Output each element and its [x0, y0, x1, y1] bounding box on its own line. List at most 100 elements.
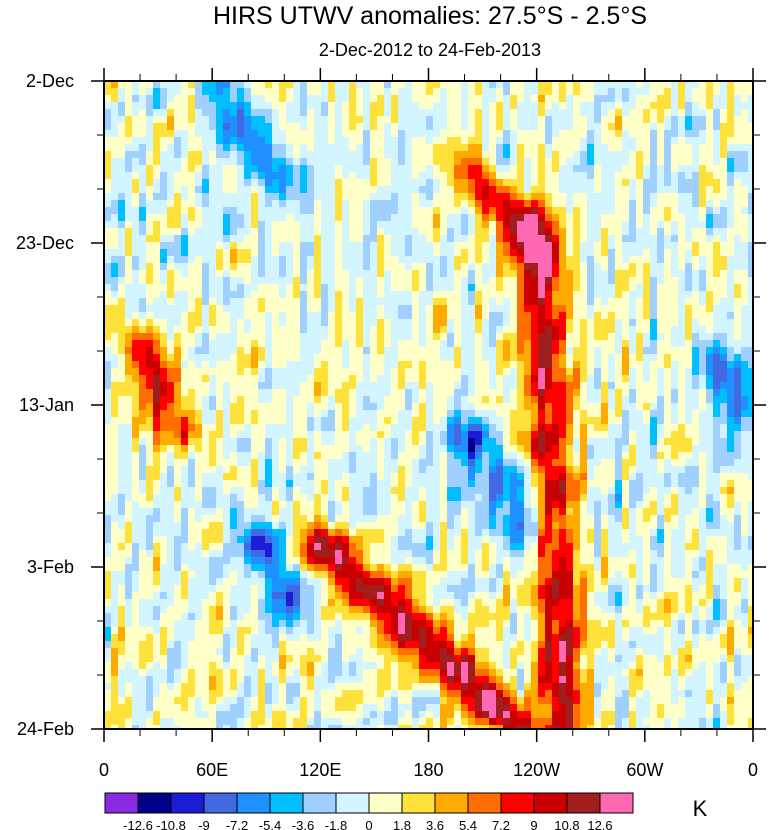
- heatmap-cell: [468, 130, 476, 138]
- heatmap-cell: [433, 291, 441, 299]
- heatmap-cell: [699, 228, 707, 236]
- heatmap-cell: [293, 312, 301, 320]
- heatmap-cell: [118, 431, 126, 439]
- heatmap-cell: [741, 410, 749, 418]
- heatmap-cell: [272, 123, 280, 131]
- heatmap-cell: [580, 137, 588, 145]
- heatmap-cell: [398, 123, 406, 131]
- heatmap-cell: [601, 88, 609, 96]
- heatmap-cell: [139, 95, 147, 103]
- heatmap-cell: [727, 340, 735, 348]
- heatmap-cell: [111, 228, 119, 236]
- heatmap-cell: [636, 403, 644, 411]
- heatmap-cell: [475, 151, 483, 159]
- heatmap-cell: [426, 340, 434, 348]
- heatmap-cell: [727, 249, 735, 257]
- heatmap-cell: [741, 417, 749, 425]
- heatmap-cell: [587, 144, 595, 152]
- heatmap-cell: [111, 382, 119, 390]
- heatmap-cell: [594, 284, 602, 292]
- heatmap-cell: [335, 228, 343, 236]
- heatmap-cell: [671, 424, 679, 432]
- heatmap-cell: [720, 200, 728, 208]
- heatmap-cell: [713, 375, 721, 383]
- heatmap-cell: [426, 137, 434, 145]
- heatmap-cell: [636, 382, 644, 390]
- heatmap-cell: [265, 123, 273, 131]
- heatmap-cell: [230, 109, 238, 117]
- heatmap-cell: [580, 116, 588, 124]
- heatmap-cell: [426, 179, 434, 187]
- heatmap-cell: [636, 137, 644, 145]
- heatmap-cell: [447, 242, 455, 250]
- heatmap-cell: [405, 424, 413, 432]
- heatmap-cell: [454, 312, 462, 320]
- heatmap-cell: [167, 347, 175, 355]
- heatmap-cell: [258, 151, 266, 159]
- heatmap-cell: [447, 193, 455, 201]
- heatmap-cell: [524, 207, 532, 215]
- heatmap-cell: [657, 347, 665, 355]
- heatmap-cell: [104, 319, 112, 327]
- heatmap-cell: [594, 326, 602, 334]
- heatmap-cell: [482, 214, 490, 222]
- heatmap-cell: [125, 249, 133, 257]
- heatmap-cell: [300, 102, 308, 110]
- heatmap-cell: [531, 263, 539, 271]
- heatmap-cell: [692, 207, 700, 215]
- heatmap-cell: [461, 137, 469, 145]
- heatmap-cell: [132, 263, 140, 271]
- heatmap-cell: [454, 221, 462, 229]
- heatmap-cell: [307, 361, 315, 369]
- heatmap-cell: [279, 445, 287, 453]
- heatmap-cell: [545, 200, 553, 208]
- heatmap-cell: [307, 438, 315, 446]
- heatmap-cell: [146, 263, 154, 271]
- heatmap-cell: [496, 389, 504, 397]
- heatmap-cell: [307, 424, 315, 432]
- heatmap-cell: [286, 158, 294, 166]
- heatmap-cell: [727, 235, 735, 243]
- heatmap-cell: [482, 333, 490, 341]
- heatmap-cell: [636, 116, 644, 124]
- heatmap-cell: [139, 193, 147, 201]
- heatmap-cell: [335, 298, 343, 306]
- heatmap-cell: [566, 200, 574, 208]
- heatmap-cell: [706, 403, 714, 411]
- heatmap-cell: [188, 445, 196, 453]
- heatmap-cell: [720, 137, 728, 145]
- heatmap-cell: [447, 347, 455, 355]
- heatmap-cell: [300, 130, 308, 138]
- heatmap-cell: [244, 410, 252, 418]
- heatmap-cell: [342, 368, 350, 376]
- heatmap-cell: [118, 375, 126, 383]
- heatmap-cell: [104, 263, 112, 271]
- heatmap-cell: [545, 116, 553, 124]
- heatmap-cell: [524, 445, 532, 453]
- heatmap-cell: [475, 200, 483, 208]
- heatmap-cell: [412, 452, 420, 460]
- heatmap-cell: [104, 242, 112, 250]
- heatmap-cell: [181, 235, 189, 243]
- heatmap-cell: [643, 305, 651, 313]
- heatmap-cell: [461, 368, 469, 376]
- heatmap-cell: [664, 116, 672, 124]
- heatmap-cell: [573, 172, 581, 180]
- heatmap-cell: [363, 445, 371, 453]
- heatmap-cell: [559, 242, 567, 250]
- heatmap-cell: [524, 158, 532, 166]
- heatmap-cell: [419, 88, 427, 96]
- heatmap-cell: [594, 228, 602, 236]
- heatmap-cell: [202, 256, 210, 264]
- heatmap-cell: [454, 438, 462, 446]
- heatmap-cell: [300, 340, 308, 348]
- heatmap-cell: [125, 200, 133, 208]
- heatmap-cell: [748, 410, 754, 418]
- heatmap-cell: [566, 312, 574, 320]
- heatmap-cell: [587, 221, 595, 229]
- heatmap-cell: [734, 186, 742, 194]
- heatmap-cell: [601, 235, 609, 243]
- heatmap-cell: [573, 368, 581, 376]
- heatmap-cell: [692, 417, 700, 425]
- heatmap-cell: [440, 200, 448, 208]
